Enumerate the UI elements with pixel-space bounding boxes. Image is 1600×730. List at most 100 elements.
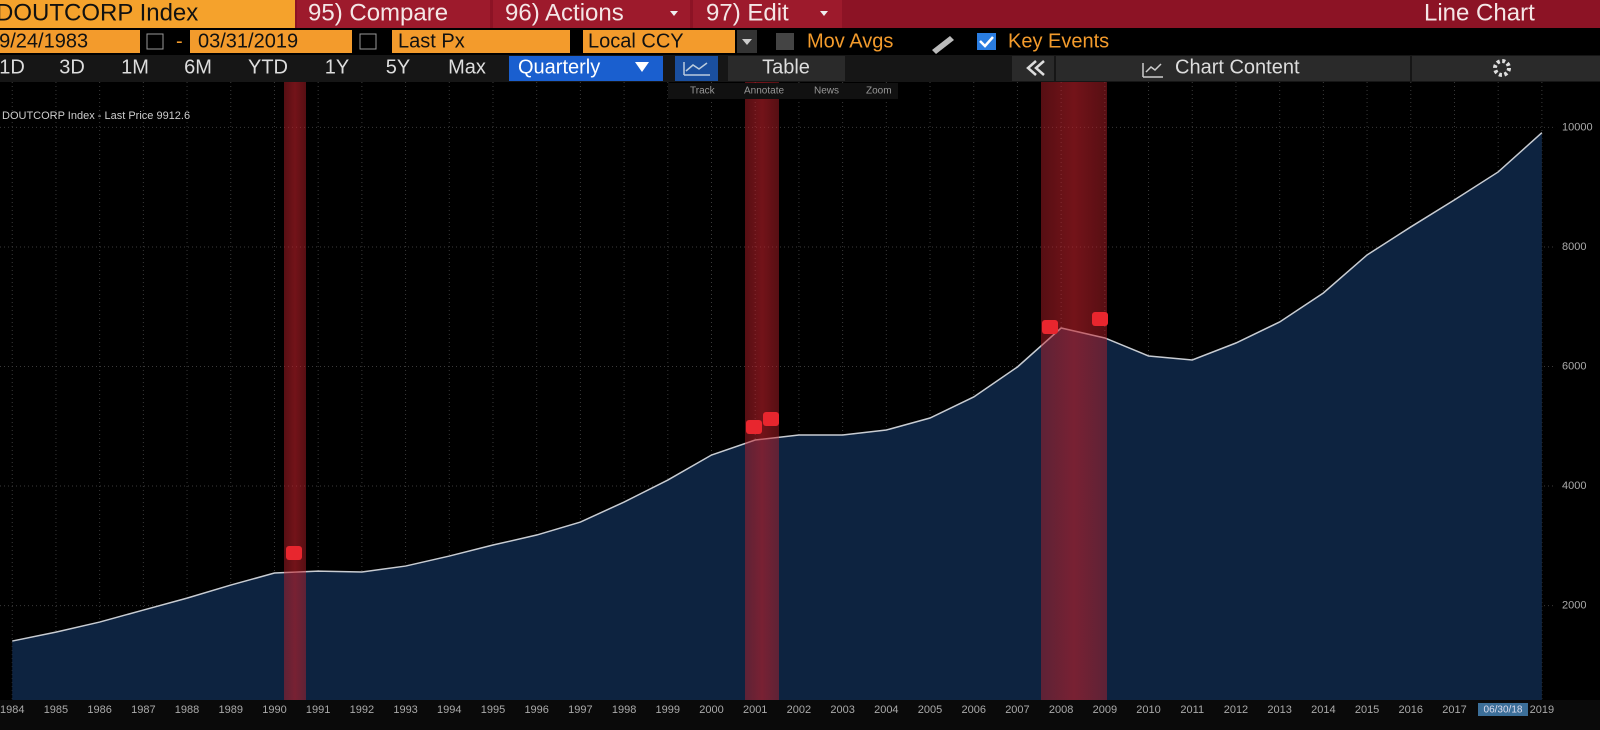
event-marker[interactable] (763, 412, 779, 426)
x-tick-label: 1990 (262, 704, 286, 716)
x-tick-label: 2016 (1399, 704, 1423, 716)
x-tick-label: 1999 (656, 704, 680, 716)
event-band (745, 82, 779, 700)
currency: Local CCY (588, 30, 684, 52)
pencil-icon[interactable] (932, 36, 954, 54)
date-separator: - (176, 30, 183, 52)
mov-avgs: Mov Avgs (807, 30, 893, 52)
date-tag: 06/30/18 (1484, 705, 1523, 716)
start-date-box[interactable] (0, 30, 140, 53)
x-tick-label: 2010 (1136, 704, 1160, 716)
line-chart-button[interactable] (675, 56, 718, 81)
gear-icon (1493, 59, 1511, 77)
x-tick-label: 2000 (699, 704, 723, 716)
tool-button[interactable]: Annotate (744, 86, 784, 97)
table: Table (762, 56, 810, 78)
period-button[interactable]: YTD (248, 56, 288, 78)
menu-edit: 97) Edit (706, 0, 789, 26)
chart-content-icon (1142, 63, 1163, 78)
tool-button[interactable]: Track (690, 86, 716, 97)
calendar-icon[interactable] (146, 33, 164, 50)
tool-button[interactable]: News (814, 86, 839, 97)
menu-compare: 95) Compare (308, 0, 448, 26)
calendar-icon[interactable] (359, 33, 377, 50)
x-tick-label: 2017 (1442, 704, 1466, 716)
period-button[interactable]: Max (448, 56, 486, 78)
x-tick-label: 1998 (612, 704, 636, 716)
collapse-button[interactable] (1012, 56, 1054, 81)
x-tick-label: 2006 (961, 704, 985, 716)
x-tick-label: 2011 (1180, 704, 1204, 716)
x-tick-label: 1996 (524, 704, 548, 716)
event-band (1041, 82, 1107, 700)
event-marker[interactable] (1042, 320, 1058, 334)
mov-avgs-checkbox[interactable] (776, 33, 794, 50)
tool-bar (668, 83, 898, 99)
frequency-button[interactable] (509, 56, 663, 81)
currency-box[interactable] (583, 30, 735, 53)
end-date-box[interactable] (190, 30, 352, 53)
x-tick-label: 1986 (87, 704, 111, 716)
collapse-icon (1026, 60, 1045, 76)
view-name: Line Chart (1424, 0, 1535, 26)
period-button[interactable]: 6M (184, 56, 212, 78)
area (12, 132, 1542, 700)
dropdown-arrow (635, 62, 649, 72)
x-tick-label: 1984 (0, 704, 24, 716)
x-tick-label: 2001 (743, 704, 767, 716)
x-tick-label: 2014 (1311, 704, 1335, 716)
x-tick-label: 2009 (1093, 704, 1117, 716)
period-button[interactable]: 1Y (325, 56, 349, 78)
y-tick-label: 4000 (1562, 480, 1586, 492)
chart-content-button[interactable] (1056, 56, 1410, 81)
x-tick-label: 2008 (1049, 704, 1073, 716)
x-tick-label: 1997 (568, 704, 592, 716)
dropdown-arrow (742, 39, 752, 45)
x-tick-label: 1985 (44, 704, 68, 716)
event-band (284, 82, 306, 700)
x-tick-label: 2015 (1355, 704, 1379, 716)
menu-button[interactable] (693, 0, 842, 28)
end-date: 03/31/2019 (198, 30, 298, 52)
event-marker[interactable] (1092, 312, 1108, 326)
date-tag-bg (1478, 703, 1528, 716)
table-button[interactable] (728, 56, 845, 81)
menu-button[interactable] (493, 0, 690, 28)
x-tick-label: 2003 (830, 704, 854, 716)
settings-button[interactable] (1412, 56, 1600, 81)
menu-button[interactable] (297, 0, 490, 28)
chart-content: Chart Content (1175, 56, 1300, 78)
legend: DOUTCORP Index - Last Price 9912.6 (2, 110, 190, 122)
x-tick-label: 2005 (918, 704, 942, 716)
frequency: Quarterly (518, 56, 600, 78)
x-tick-label: 2012 (1224, 704, 1248, 716)
y-tick-label: 6000 (1562, 360, 1586, 372)
y-tick-label: 8000 (1562, 241, 1586, 253)
security: DOUTCORP Index (0, 0, 198, 26)
x-tick-label: 1995 (481, 704, 505, 716)
x-tick-label: 2013 (1267, 704, 1291, 716)
event-marker[interactable] (746, 420, 762, 434)
tool-button[interactable]: Zoom (866, 86, 892, 97)
x-tick-label: 1994 (437, 704, 461, 716)
period-button[interactable]: 5Y (386, 56, 410, 78)
x-tick-label: 1992 (350, 704, 374, 716)
start-date: 09/24/1983 (0, 30, 88, 52)
event-marker[interactable] (286, 546, 302, 560)
period-button[interactable]: 3D (59, 56, 85, 78)
x-tick-label: 1993 (393, 704, 417, 716)
x-tick-label: 1987 (131, 704, 155, 716)
x-tick-label: 2002 (787, 704, 811, 716)
x-tick-label: 1991 (306, 704, 330, 716)
menu-actions: 96) Actions (505, 0, 624, 26)
check-mark (979, 36, 994, 48)
x-axis-bar (0, 700, 1600, 730)
field-box[interactable] (392, 30, 570, 53)
security-box[interactable] (0, 0, 295, 28)
y-tick-label: 2000 (1562, 599, 1586, 611)
period-button[interactable]: 1M (121, 56, 149, 78)
dropdown-arrow (670, 11, 678, 16)
period-button[interactable]: 1D (0, 56, 25, 78)
x-tick-label: 1988 (175, 704, 199, 716)
